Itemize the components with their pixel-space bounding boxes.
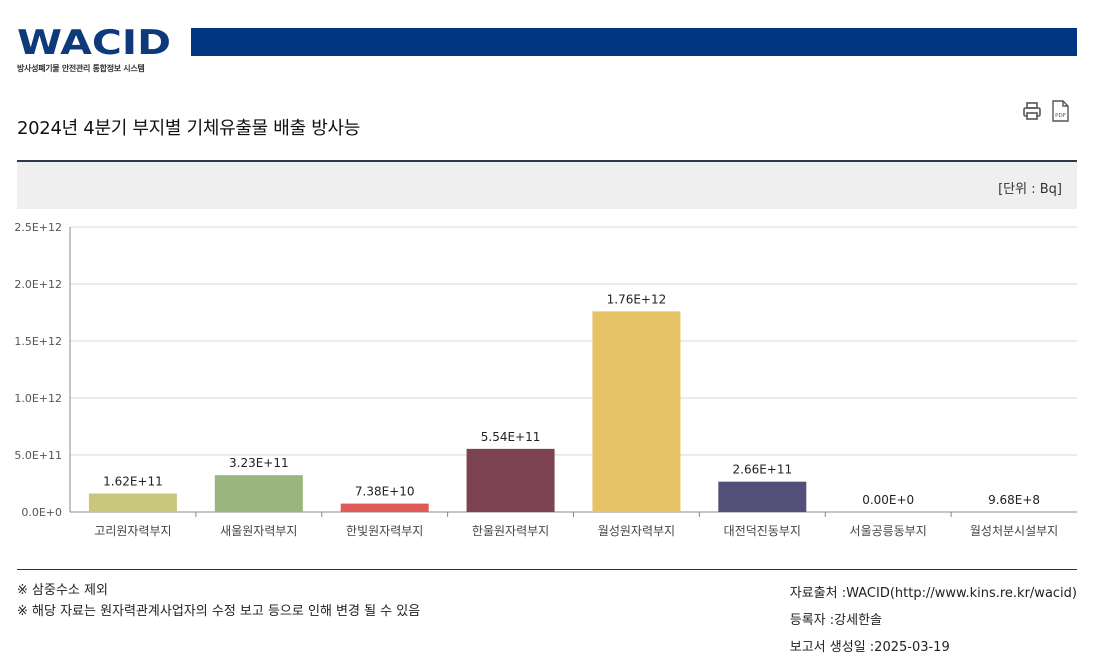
y-tick-label: 1.5E+12 [14,335,62,348]
data-label: 0.00E+0 [862,493,914,507]
notes: ※ 삼중수소 제외 ※ 해당 자료는 원자력관계사업자의 수정 보고 등으로 인… [17,580,420,622]
footer-divider [17,569,1077,570]
x-category-label: 한빛원자력부지 [346,524,423,538]
title-divider [17,160,1077,162]
bar [592,311,681,512]
y-tick-label: 2.5E+12 [14,221,62,234]
source-text: 자료출처 :WACID(http://www.kins.re.kr/wacid) [789,586,1077,601]
logo-subtitle: 방사성폐기물 안전관리 통합정보 시스템 [17,64,145,73]
x-category-label: 월성처분시설부지 [970,524,1058,538]
bar [214,475,303,512]
x-category-label: 서울공릉동부지 [850,524,927,538]
bar [466,448,555,512]
data-label: 9.68E+8 [988,493,1040,507]
x-category-label: 새울원자력부지 [220,524,297,538]
bar [718,481,807,512]
y-tick-label: 0.0E+0 [21,506,62,519]
x-category-label: 월성원자력부지 [598,524,675,538]
wacid-logo-mark: WACID [17,24,171,58]
y-tick-label: 5.0E+11 [14,449,62,462]
data-label: 1.62E+11 [103,475,163,489]
toolbar: PDF [1022,100,1070,122]
x-category-label: 대전덕진동부지 [724,524,801,538]
registrant-text: 등록자 :강세한솔 [789,613,882,628]
report-meta: 자료출처 :WACID(http://www.kins.re.kr/wacid)… [790,580,1077,661]
data-label: 2.66E+11 [733,463,793,477]
unit-label: [단위 : Bq] [998,182,1062,197]
svg-text:WACID: WACID [17,24,171,58]
wacid-logo[interactable]: WACID 방사성폐기물 안전관리 통합정보 시스템 [17,24,173,73]
note-tritium: ※ 삼중수소 제외 [17,583,108,598]
x-category-label: 고리원자력부지 [94,524,171,538]
unit-band: [단위 : Bq] [17,162,1077,209]
data-label: 5.54E+11 [481,430,541,444]
page-title: 2024년 4분기 부지별 기체유출물 배출 방사능 [17,118,361,139]
bar-chart: 0.0E+0 5.0E+11 1.0E+12 1.5E+12 2.0E+12 2.5E+1… [14,221,1077,538]
x-category-label: 한울원자력부지 [472,524,549,538]
data-label: 7.38E+10 [355,485,415,499]
note-disclaimer: ※ 해당 자료는 원자력관계사업자의 수정 보고 등으로 인해 변경 될 수 있… [17,604,421,619]
bar [340,503,429,512]
y-tick-label: 1.0E+12 [14,392,62,405]
bar [88,493,177,512]
header-bar [191,28,1077,56]
printer-icon[interactable] [1022,100,1042,122]
pdf-icon[interactable]: PDF [1050,100,1070,122]
data-label: 1.76E+12 [607,292,667,306]
y-tick-label: 2.0E+12 [14,278,62,291]
data-label: 3.23E+11 [229,456,289,470]
pdf-icon-label: PDF [1055,113,1066,119]
generated-date: 보고서 생성일 :2025-03-19 [789,640,950,655]
